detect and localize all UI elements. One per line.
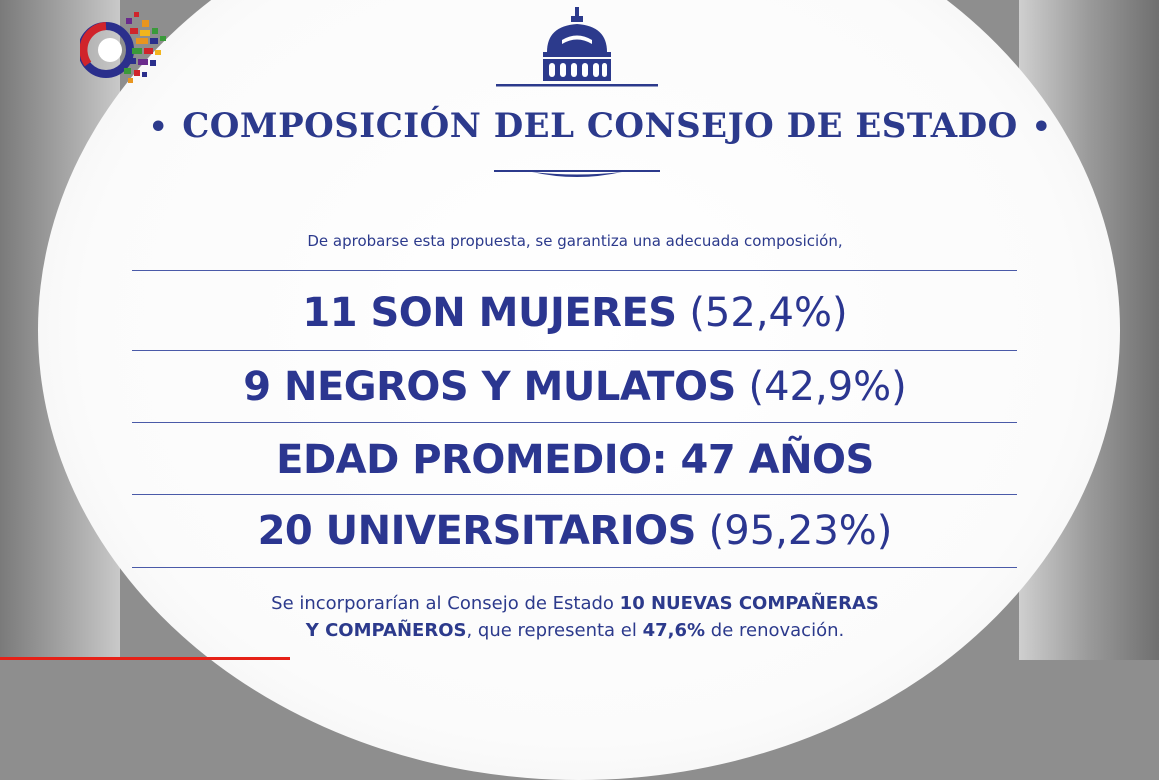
footer-text: Se incorporarían al Consejo de Estado 10… xyxy=(140,590,1010,644)
video-progress-bar[interactable] xyxy=(0,657,290,660)
stat-black-mixed-percent: (42,9%) xyxy=(748,364,907,410)
title-ornament xyxy=(494,170,660,177)
intro-text: De aprobarse esta propuesta, se garantiz… xyxy=(307,232,843,250)
stat-black-mixed-label: 9 NEGROS Y MULATOS xyxy=(243,364,736,410)
footer-part2: , que representa el xyxy=(466,620,643,641)
stat-average-age: EDAD PROMEDIO: 47 AÑOS xyxy=(100,437,1050,483)
footer-part3: de renovación. xyxy=(705,620,845,641)
stat-women-percent: (52,4%) xyxy=(689,290,848,336)
footer-part1: Se incorporarían al Consejo de Estado xyxy=(271,593,620,614)
broadcaster-logo-icon xyxy=(80,12,166,83)
page-title-text: COMPOSICIÓN DEL CONSEJO DE ESTADO xyxy=(182,106,1018,146)
title-bullet-left: • xyxy=(148,110,169,145)
title-bullet-right: • xyxy=(1031,110,1052,145)
footer-bold2: Y COMPAÑEROS xyxy=(305,620,467,641)
stat-university: 20 UNIVERSITARIOS (95,23%) xyxy=(100,508,1050,554)
divider xyxy=(132,422,1017,423)
stat-women-label: 11 SON MUJERES xyxy=(302,290,677,336)
capitol-dome-icon xyxy=(496,7,658,87)
stat-black-mixed: 9 NEGROS Y MULATOS (42,9%) xyxy=(100,364,1050,410)
footer-bold1: 10 NUEVAS COMPAÑERAS xyxy=(619,593,879,614)
divider xyxy=(132,270,1017,271)
stat-women: 11 SON MUJERES (52,4%) xyxy=(100,290,1050,336)
page-title: • COMPOSICIÓN DEL CONSEJO DE ESTADO • xyxy=(100,106,1100,146)
stat-university-label: 20 UNIVERSITARIOS xyxy=(257,508,697,554)
content-panel xyxy=(38,0,1120,780)
divider xyxy=(132,350,1017,351)
divider xyxy=(132,567,1017,568)
stat-university-percent: (95,23%) xyxy=(708,508,893,554)
divider xyxy=(132,494,1017,495)
stat-average-age-label: EDAD PROMEDIO: 47 AÑOS xyxy=(276,437,874,483)
footer-bold3: 47,6% xyxy=(642,620,706,641)
